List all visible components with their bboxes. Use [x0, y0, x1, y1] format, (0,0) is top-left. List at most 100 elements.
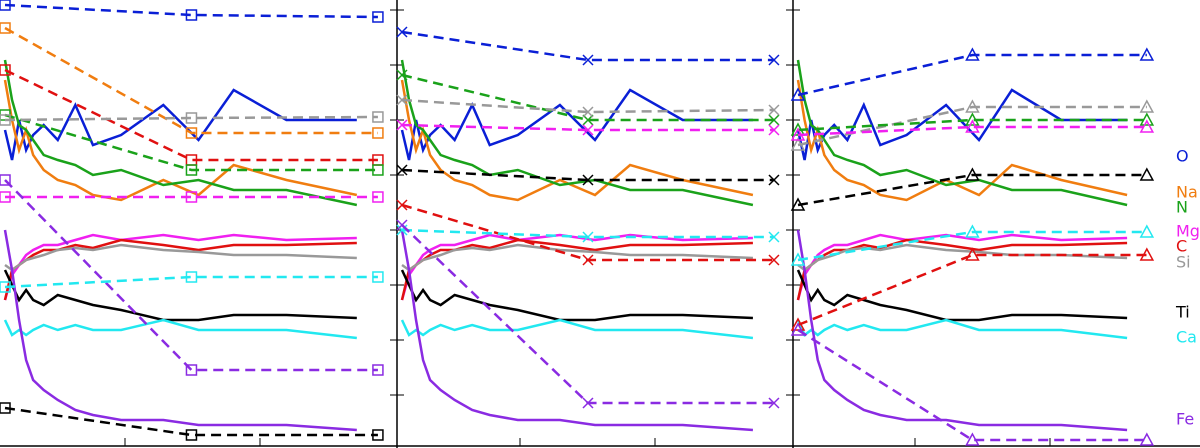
series-line — [4, 275, 378, 289]
marker — [185, 164, 198, 176]
marker — [790, 137, 806, 151]
marker — [965, 47, 980, 61]
marker — [790, 197, 806, 211]
series-line — [3, 79, 358, 202]
marker — [582, 397, 594, 409]
series-line — [797, 173, 1147, 207]
marker — [582, 231, 594, 243]
marker — [790, 127, 806, 141]
marker — [0, 64, 11, 76]
marker — [372, 364, 384, 376]
marker — [582, 254, 594, 266]
marker — [965, 112, 980, 126]
marker — [0, 402, 11, 414]
series-line — [401, 73, 774, 122]
marker — [0, 191, 11, 203]
marker — [396, 26, 408, 38]
marker — [1139, 47, 1155, 61]
marker — [1139, 247, 1155, 261]
series-line — [3, 88, 357, 161]
marker — [965, 224, 980, 238]
series-line — [796, 59, 1128, 207]
series-line — [401, 123, 774, 132]
series-line — [797, 125, 1147, 137]
marker — [0, 114, 11, 126]
marker — [372, 11, 384, 23]
marker — [396, 164, 408, 176]
marker — [185, 364, 198, 376]
series-line — [4, 3, 378, 19]
marker — [0, 174, 11, 186]
marker — [396, 219, 408, 231]
marker — [1139, 432, 1155, 446]
marker — [396, 119, 408, 131]
series-line — [4, 26, 378, 135]
series-line — [4, 115, 378, 122]
marker — [396, 69, 408, 81]
series-line — [3, 59, 358, 207]
series-label: Na — [1176, 183, 1198, 202]
series-line — [401, 228, 774, 239]
marker — [768, 104, 780, 116]
marker — [965, 99, 980, 113]
series-line — [400, 269, 753, 322]
marker — [0, 22, 11, 34]
series-line — [4, 68, 378, 162]
marker — [1139, 112, 1155, 126]
series-label: Ca — [1176, 328, 1197, 347]
series-line — [4, 179, 378, 372]
marker — [768, 231, 780, 243]
marker — [1139, 99, 1155, 113]
series-label: N — [1176, 198, 1188, 217]
series-line — [4, 243, 357, 272]
series-line — [796, 318, 1128, 340]
series-line — [796, 88, 1128, 161]
marker — [396, 199, 408, 211]
series-line — [797, 253, 1147, 327]
marker — [0, 281, 11, 293]
series-line — [796, 79, 1128, 202]
marker — [768, 254, 780, 266]
series-label: Fe — [1176, 410, 1194, 429]
marker — [965, 119, 980, 133]
series-label: Si — [1176, 253, 1191, 272]
series-line — [796, 269, 1128, 322]
marker — [396, 94, 408, 106]
series-line — [401, 243, 753, 272]
marker — [790, 252, 806, 266]
series-line — [4, 406, 378, 437]
series-line — [796, 229, 1128, 432]
marker — [768, 124, 780, 136]
series-line — [401, 30, 774, 62]
series-line — [400, 79, 754, 202]
series-line — [400, 88, 753, 161]
marker — [185, 271, 198, 283]
marker — [582, 54, 594, 66]
series-line — [401, 168, 774, 182]
series-line — [400, 229, 753, 432]
series-line — [400, 318, 754, 340]
marker — [582, 106, 594, 118]
series-line — [3, 269, 357, 322]
marker — [372, 271, 384, 283]
marker — [185, 127, 198, 139]
series-line — [797, 230, 1147, 262]
marker — [185, 112, 198, 124]
marker — [372, 164, 384, 176]
series-label: Mg — [1176, 222, 1200, 241]
series-line — [3, 233, 357, 301]
marker — [582, 124, 594, 136]
series-line — [3, 229, 357, 432]
marker — [965, 247, 980, 261]
series-line — [796, 233, 1128, 301]
marker — [582, 114, 594, 126]
series-line — [797, 105, 1147, 147]
marker — [768, 54, 780, 66]
marker — [768, 397, 780, 409]
marker — [372, 429, 384, 441]
marker — [185, 191, 198, 203]
series-line — [401, 98, 774, 114]
marker — [768, 174, 780, 186]
marker — [1139, 119, 1155, 133]
